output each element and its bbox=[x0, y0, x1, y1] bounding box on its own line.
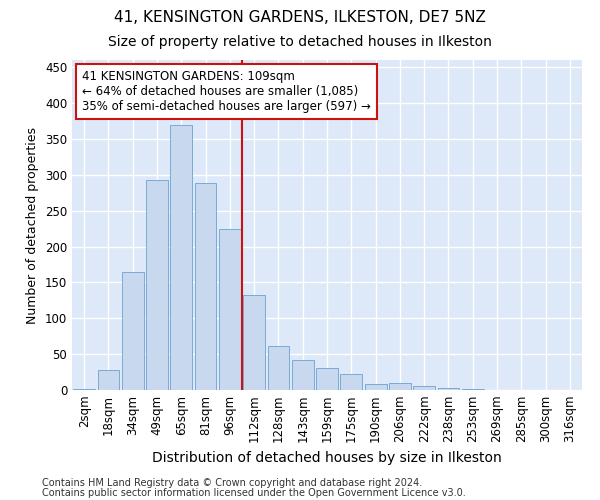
X-axis label: Distribution of detached houses by size in Ilkeston: Distribution of detached houses by size … bbox=[152, 451, 502, 465]
Bar bbox=[243, 294, 265, 390]
Bar bbox=[316, 368, 338, 390]
Bar bbox=[413, 386, 435, 390]
Bar bbox=[219, 228, 241, 390]
Bar bbox=[389, 383, 411, 390]
Bar bbox=[194, 184, 217, 390]
Bar bbox=[73, 388, 95, 390]
Bar bbox=[340, 374, 362, 390]
Bar bbox=[268, 346, 289, 390]
Bar bbox=[97, 370, 119, 390]
Text: Size of property relative to detached houses in Ilkeston: Size of property relative to detached ho… bbox=[108, 35, 492, 49]
Bar bbox=[122, 272, 143, 390]
Text: Contains HM Land Registry data © Crown copyright and database right 2024.: Contains HM Land Registry data © Crown c… bbox=[42, 478, 422, 488]
Text: Contains public sector information licensed under the Open Government Licence v3: Contains public sector information licen… bbox=[42, 488, 466, 498]
Bar bbox=[437, 388, 460, 390]
Y-axis label: Number of detached properties: Number of detached properties bbox=[26, 126, 40, 324]
Bar bbox=[292, 360, 314, 390]
Text: 41, KENSINGTON GARDENS, ILKESTON, DE7 5NZ: 41, KENSINGTON GARDENS, ILKESTON, DE7 5N… bbox=[114, 10, 486, 25]
Text: 41 KENSINGTON GARDENS: 109sqm
← 64% of detached houses are smaller (1,085)
35% o: 41 KENSINGTON GARDENS: 109sqm ← 64% of d… bbox=[82, 70, 371, 113]
Bar bbox=[365, 384, 386, 390]
Bar bbox=[146, 180, 168, 390]
Bar bbox=[170, 124, 192, 390]
